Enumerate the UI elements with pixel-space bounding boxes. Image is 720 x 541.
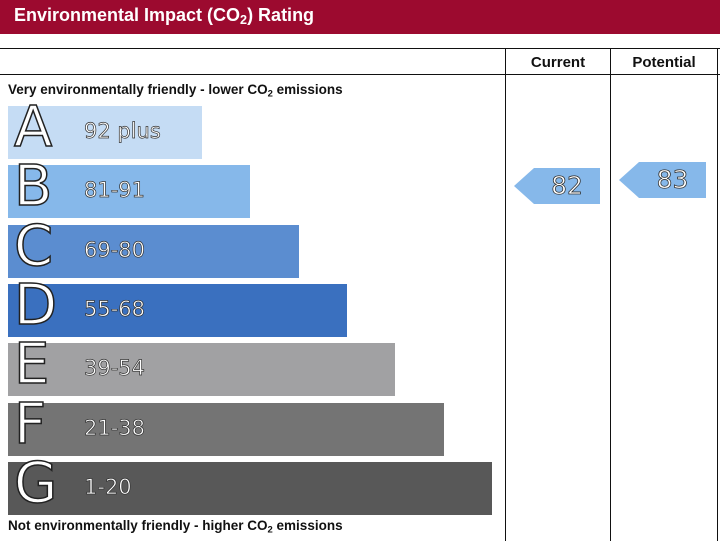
marker-arrow — [514, 167, 534, 204]
rating-band-range: 39-54 — [84, 356, 146, 381]
marker-box: 82 — [534, 167, 600, 204]
rating-band-range: 55-68 — [84, 296, 146, 321]
current-rating-value: 82 — [551, 170, 584, 200]
header-bar: Environmental Impact (CO2) Rating — [0, 0, 720, 34]
rating-band-range: 21-38 — [84, 415, 146, 440]
rating-band-letter: F — [13, 391, 47, 457]
potential-rating-value: 83 — [656, 164, 689, 194]
rating-band-range: 92 plus — [84, 119, 162, 143]
rating-band-d: D 55-68 — [8, 277, 347, 337]
column-divider-potential — [610, 49, 611, 541]
marker-box: 83 — [639, 161, 706, 198]
rating-band-letter: C — [13, 213, 54, 279]
column-header-current: Current — [530, 54, 586, 71]
rating-band-letter: B — [13, 154, 53, 220]
rating-band-a: A 92 plus — [8, 99, 202, 159]
rating-band-letter: D — [13, 272, 58, 338]
potential-rating-marker: 83 — [619, 161, 706, 198]
rating-table: Current Potential — [0, 48, 720, 541]
note-top: Very environmentally friendly - lower CO… — [8, 82, 343, 100]
rating-band-range: 1-20 — [84, 474, 132, 499]
rating-band-g: G 1-20 — [8, 455, 492, 515]
page-title: Environmental Impact (CO2) Rating — [14, 5, 315, 28]
marker-arrow — [619, 161, 639, 198]
rating-band-f: F 21-38 — [8, 395, 444, 456]
column-divider-right — [717, 49, 718, 541]
rating-band-range: 81-91 — [84, 178, 146, 203]
column-header-potential: Potential — [632, 54, 696, 71]
column-divider-current — [505, 49, 506, 541]
rating-band-e: E 39-54 — [8, 336, 396, 397]
current-rating-marker: 82 — [514, 167, 600, 204]
header-divider — [0, 74, 720, 75]
note-bottom: Not environmentally friendly - higher CO… — [8, 518, 343, 536]
rating-band-letter: A — [13, 95, 53, 160]
rating-band-c: C 69-80 — [8, 217, 299, 278]
rating-band-letter: E — [13, 332, 50, 398]
rating-band-range: 69-80 — [84, 237, 146, 262]
rating-band-b: B 81-91 — [8, 158, 251, 219]
rating-band-letter: G — [13, 450, 58, 516]
